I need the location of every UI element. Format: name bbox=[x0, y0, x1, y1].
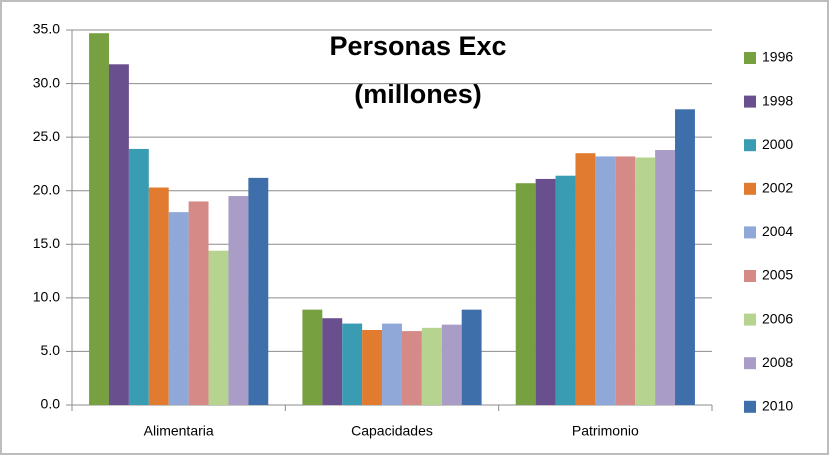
bar bbox=[302, 309, 323, 405]
legend-swatch bbox=[744, 52, 756, 64]
legend-swatch bbox=[744, 357, 756, 370]
y-tick-label: 20.0 bbox=[33, 181, 60, 197]
bar bbox=[322, 318, 343, 405]
bar bbox=[342, 323, 363, 405]
bar bbox=[655, 150, 676, 405]
legend-swatch bbox=[744, 400, 756, 413]
legend-swatch bbox=[744, 139, 756, 152]
bar bbox=[89, 33, 109, 405]
y-tick-label: 5.0 bbox=[41, 342, 61, 358]
bar bbox=[128, 148, 149, 405]
bar bbox=[401, 331, 422, 405]
y-tick-label: 0.0 bbox=[41, 396, 61, 412]
bar bbox=[108, 64, 129, 406]
bar bbox=[575, 153, 596, 405]
bar bbox=[441, 324, 462, 405]
bar bbox=[515, 183, 536, 405]
bar bbox=[635, 157, 656, 405]
bar bbox=[675, 109, 695, 406]
y-tick-label: 10.0 bbox=[33, 289, 60, 305]
bar bbox=[535, 178, 556, 405]
bar bbox=[595, 156, 616, 405]
legend-swatch bbox=[744, 226, 756, 239]
legend-swatch bbox=[744, 182, 756, 195]
chart-title: (millones) bbox=[354, 79, 482, 109]
y-tick-label: 35.0 bbox=[33, 21, 60, 37]
chart-title: Personas Exc bbox=[329, 31, 506, 61]
x-tick-label: Alimentaria bbox=[144, 423, 214, 439]
legend-label: 2010 bbox=[762, 398, 793, 414]
legend-label: 2005 bbox=[762, 267, 793, 283]
bar bbox=[421, 327, 442, 405]
bar bbox=[615, 156, 636, 405]
legend-label: 2000 bbox=[762, 136, 793, 152]
bar bbox=[148, 187, 169, 405]
bar bbox=[208, 250, 229, 405]
bar bbox=[555, 175, 576, 405]
legend-label: 2004 bbox=[762, 223, 793, 239]
x-tick-label: Capacidades bbox=[351, 423, 433, 439]
legend-swatch bbox=[744, 270, 756, 282]
legend-label: 2006 bbox=[762, 310, 793, 326]
y-tick-label: 25.0 bbox=[33, 128, 60, 144]
legend-label: 2002 bbox=[762, 180, 793, 196]
bar bbox=[248, 177, 269, 405]
legend-label: 1996 bbox=[762, 49, 793, 65]
y-tick-label: 15.0 bbox=[33, 235, 60, 251]
bar bbox=[382, 323, 402, 405]
bar bbox=[228, 196, 249, 405]
bar bbox=[188, 201, 209, 405]
legend-swatch bbox=[744, 313, 756, 326]
legend-label: 2008 bbox=[762, 354, 793, 370]
bar bbox=[461, 309, 482, 405]
bar bbox=[362, 330, 383, 405]
legend-swatch bbox=[744, 95, 756, 108]
bar bbox=[168, 212, 189, 405]
x-tick-label: Patrimonio bbox=[572, 423, 639, 439]
legend-label: 1998 bbox=[762, 92, 793, 108]
y-tick-label: 30.0 bbox=[33, 74, 60, 90]
